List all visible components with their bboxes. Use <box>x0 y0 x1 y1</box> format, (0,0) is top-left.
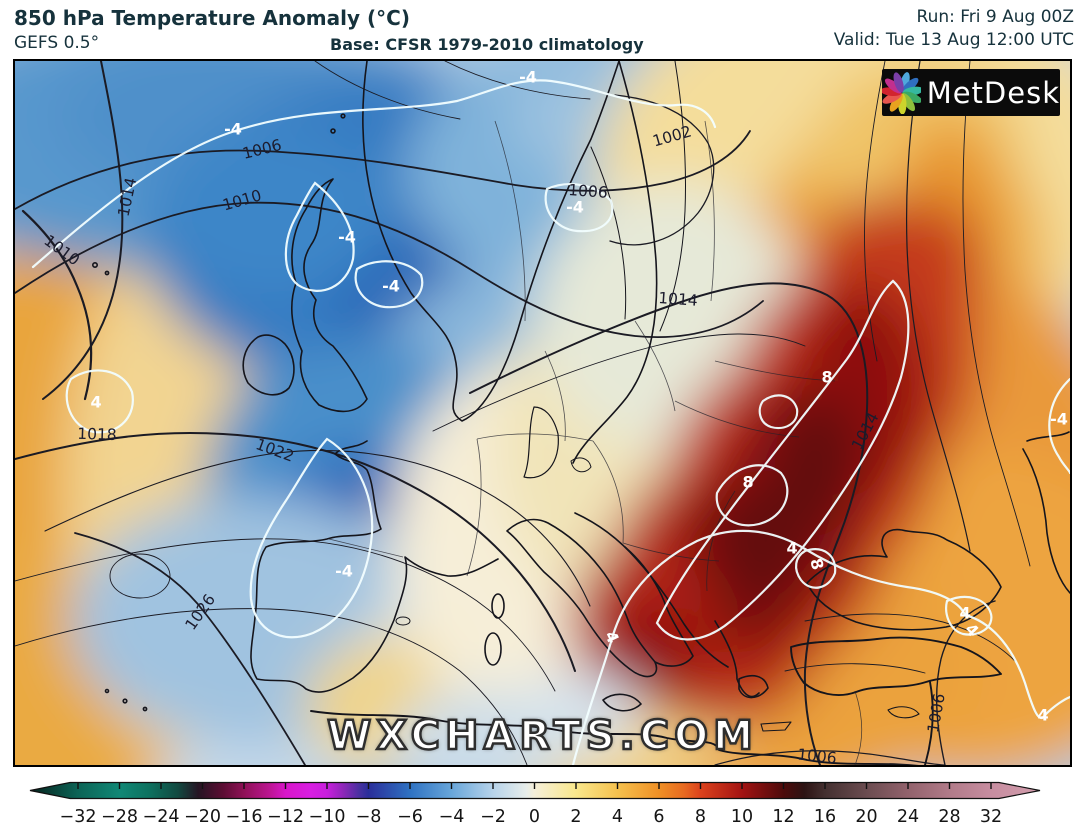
colorbar-scale: −32 −28 −24 −20 −16 −12 −10 −8 −6 −4 −2 0 2 4 6 8 10 12 16… <box>29 781 1041 827</box>
svg-text:4: 4 <box>90 393 101 412</box>
svg-text:24: 24 <box>897 807 919 827</box>
svg-text:2: 2 <box>570 807 581 827</box>
colorbar: −32 −28 −24 −20 −16 −12 −10 −8 −6 −4 −2 0 2 4 6 8 10 12 16… <box>0 781 1088 831</box>
svg-text:−32: −32 <box>60 807 97 827</box>
country-borders <box>328 120 863 765</box>
svg-text:8: 8 <box>695 807 706 827</box>
svg-text:1018: 1018 <box>77 425 117 444</box>
anomaly-field <box>15 61 1070 765</box>
svg-text:−28: −28 <box>101 807 138 827</box>
svg-text:−4: −4 <box>439 807 465 827</box>
svg-text:−8: −8 <box>356 807 382 827</box>
svg-text:-4: -4 <box>224 120 242 139</box>
svg-text:-4: -4 <box>519 68 537 87</box>
svg-text:-4: -4 <box>338 228 356 247</box>
svg-text:-4: -4 <box>335 562 353 581</box>
svg-text:28: 28 <box>938 807 960 827</box>
wxcharts-watermark: WXCHARTS.COM <box>326 712 758 761</box>
svg-text:−6: −6 <box>397 807 423 827</box>
climatology-base-label: Base: CFSR 1979-2010 climatology <box>330 35 644 54</box>
svg-text:8: 8 <box>821 368 832 387</box>
svg-text:−10: −10 <box>309 807 346 827</box>
svg-text:8: 8 <box>806 556 827 572</box>
metdesk-pinwheel-icon <box>882 71 921 114</box>
metdesk-logo-text: MetDesk <box>926 75 1060 110</box>
svg-text:−16: −16 <box>226 807 263 827</box>
isobar-contours <box>15 61 1031 765</box>
svg-text:4: 4 <box>786 539 797 558</box>
anomaly-map: 1014 1006 1010 1010 1018 1022 1026 1002 1006 1014… <box>13 59 1072 767</box>
svg-text:-4: -4 <box>382 277 400 296</box>
svg-text:8: 8 <box>742 473 753 492</box>
svg-text:32: 32 <box>980 807 1002 827</box>
svg-text:4: 4 <box>612 807 623 827</box>
valid-time-label: Valid: Tue 13 Aug 12:00 UTC <box>833 30 1074 50</box>
svg-text:1006: 1006 <box>568 181 609 202</box>
svg-text:-4: -4 <box>566 198 584 217</box>
chart-header: 850 hPa Temperature Anomaly (°C) GEFS 0.… <box>0 0 1088 59</box>
svg-text:0: 0 <box>529 807 540 827</box>
run-time-label: Run: Fri 9 Aug 00Z <box>916 7 1074 27</box>
svg-text:12: 12 <box>772 807 794 827</box>
svg-text:10: 10 <box>731 807 753 827</box>
map-graphics: 1014100610101010101810221026100210061014… <box>15 61 1070 765</box>
svg-text:1014: 1014 <box>658 289 699 310</box>
svg-text:20: 20 <box>855 807 877 827</box>
svg-text:−2: −2 <box>480 807 506 827</box>
metdesk-logo: MetDesk <box>882 69 1060 116</box>
svg-text:6: 6 <box>653 807 664 827</box>
svg-text:1006: 1006 <box>796 745 837 765</box>
svg-text:-4: -4 <box>1050 410 1068 429</box>
svg-text:4: 4 <box>959 604 970 623</box>
model-label: GEFS 0.5° <box>14 33 100 53</box>
svg-text:−24: −24 <box>143 807 180 827</box>
svg-text:−20: −20 <box>184 807 221 827</box>
anomaly-contours <box>31 79 1070 765</box>
page-title: 850 hPa Temperature Anomaly (°C) <box>14 6 410 30</box>
svg-text:−12: −12 <box>267 807 304 827</box>
svg-text:16: 16 <box>814 807 836 827</box>
svg-text:4: 4 <box>1037 706 1048 725</box>
coastlines <box>92 61 1070 765</box>
